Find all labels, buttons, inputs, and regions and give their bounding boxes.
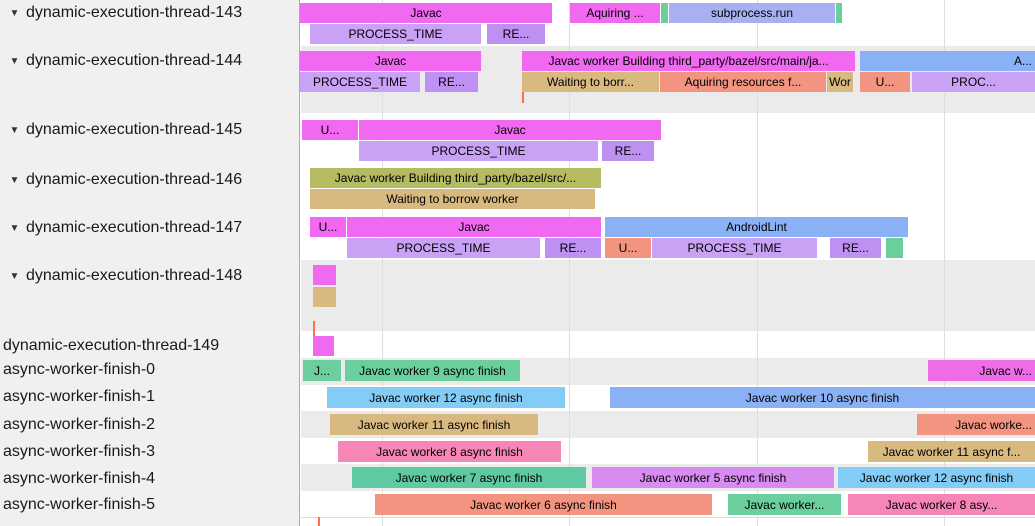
gridline [382, 0, 383, 526]
trace-event[interactable]: PROC... [912, 72, 1035, 92]
trace-event[interactable]: Javac worker 12 async finish [838, 467, 1035, 488]
trace-event[interactable]: Waiting to borr... [522, 72, 659, 92]
track-label: dynamic-execution-thread-149 [3, 337, 220, 354]
trace-event[interactable]: RE... [487, 24, 545, 44]
trace-event[interactable]: PROCESS_TIME [300, 72, 420, 92]
trace-event[interactable]: RE... [830, 238, 881, 258]
trace-event[interactable]: PROCESS_TIME [347, 238, 540, 258]
track-label: dynamic-execution-thread-144 [26, 52, 243, 69]
track-row[interactable]: ▼ dynamic-execution-thread-144 [0, 51, 299, 71]
trace-event[interactable]: Javac worker Building third_party/bazel/… [310, 168, 601, 188]
track-label: dynamic-execution-thread-145 [26, 121, 243, 138]
track-label: dynamic-execution-thread-147 [26, 219, 243, 236]
trace-event[interactable]: Javac worker 9 async finish [345, 360, 520, 381]
track-row[interactable]: dynamic-execution-thread-149 [0, 336, 299, 356]
track-label: async-worker-finish-1 [3, 388, 156, 405]
trace-event[interactable]: Javac worker 8 async finish [338, 441, 561, 462]
trace-event[interactable]: Javac worker 8 asy... [848, 494, 1035, 515]
trace-event[interactable]: Wor [827, 72, 853, 92]
track-row[interactable]: async-worker-finish-2 [0, 415, 299, 435]
trace-event[interactable]: Javac [359, 120, 661, 140]
trace-event[interactable] [313, 287, 336, 307]
trace-event[interactable]: Javac worker 6 async finish [375, 494, 712, 515]
instant-event-tick[interactable] [313, 321, 315, 336]
trace-event[interactable]: Javac w... [928, 360, 1035, 381]
trace-event[interactable]: Javac [347, 217, 601, 237]
trace-event[interactable]: subprocess.run [669, 3, 835, 23]
track-label: async-worker-finish-0 [3, 361, 156, 378]
instant-event-tick[interactable] [318, 517, 320, 526]
track-background [301, 331, 1035, 358]
trace-event[interactable]: Waiting to borrow worker [310, 189, 595, 209]
trace-event[interactable]: Aquiring resources f... [660, 72, 826, 92]
trace-event[interactable]: J... [303, 360, 341, 381]
trace-event[interactable]: Aquiring ... [570, 3, 660, 23]
chevron-down-icon[interactable]: ▼ [9, 174, 20, 186]
track-row[interactable]: async-worker-finish-3 [0, 442, 299, 462]
trace-event[interactable]: Javac worker... [728, 494, 841, 515]
track-label: dynamic-execution-thread-143 [26, 4, 243, 21]
chevron-down-icon[interactable]: ▼ [9, 124, 20, 136]
trace-event[interactable]: RE... [602, 141, 654, 161]
track-sidebar: ▼ dynamic-execution-thread-143 ▼ dynamic-ex… [0, 0, 300, 526]
trace-event[interactable] [313, 265, 336, 285]
trace-event[interactable]: Javac worker 5 async finish [592, 467, 834, 488]
track-row[interactable]: async-worker-finish-0 [0, 360, 299, 380]
track-row[interactable]: async-worker-finish-1 [0, 387, 299, 407]
trace-event[interactable]: U... [860, 72, 910, 92]
track-background [301, 517, 1035, 526]
gridline [569, 0, 570, 526]
trace-event[interactable] [661, 3, 668, 23]
chevron-down-icon[interactable]: ▼ [9, 7, 20, 19]
track-label: dynamic-execution-thread-148 [26, 267, 243, 284]
trace-event[interactable]: Javac worke... [917, 414, 1035, 435]
instant-event-tick[interactable] [522, 92, 524, 103]
timeline-bottom-border [301, 517, 1035, 518]
trace-event[interactable]: U... [302, 120, 358, 140]
track-label: async-worker-finish-3 [3, 443, 156, 460]
chevron-down-icon[interactable]: ▼ [9, 270, 20, 282]
trace-event[interactable]: Javac worker 11 async f... [868, 441, 1035, 462]
trace-event[interactable]: Javac worker Building third_party/bazel/… [522, 51, 855, 71]
chevron-down-icon[interactable]: ▼ [9, 55, 20, 67]
trace-event[interactable]: Javac worker 7 async finish [352, 467, 586, 488]
track-row[interactable]: ▼ dynamic-execution-thread-145 [0, 120, 299, 140]
track-label: dynamic-execution-thread-146 [26, 171, 243, 188]
track-label: async-worker-finish-2 [3, 416, 156, 433]
trace-event[interactable]: U... [605, 238, 651, 258]
track-row[interactable]: ▼ dynamic-execution-thread-143 [0, 3, 299, 23]
trace-event[interactable]: U... [310, 217, 346, 237]
trace-event[interactable]: Javac [300, 3, 552, 23]
trace-event[interactable]: RE... [545, 238, 601, 258]
trace-event[interactable] [886, 238, 903, 258]
trace-event[interactable]: PROCESS_TIME [310, 24, 481, 44]
trace-event[interactable]: PROCESS_TIME [359, 141, 598, 161]
trace-event[interactable]: Javac worker 10 async finish [610, 387, 1035, 408]
chevron-down-icon[interactable]: ▼ [9, 222, 20, 234]
track-row[interactable]: ▼ dynamic-execution-thread-147 [0, 218, 299, 238]
track-label: async-worker-finish-4 [3, 470, 156, 487]
trace-event[interactable]: PROCESS_TIME [652, 238, 817, 258]
trace-event[interactable]: Javac [300, 51, 481, 71]
trace-event[interactable]: A... [860, 51, 1035, 71]
track-background [301, 260, 1035, 331]
track-row[interactable]: ▼ dynamic-execution-thread-148 [0, 266, 299, 286]
track-row[interactable]: async-worker-finish-4 [0, 469, 299, 489]
track-row[interactable]: async-worker-finish-5 [0, 495, 299, 515]
trace-event[interactable] [836, 3, 842, 23]
trace-event[interactable]: Javac worker 11 async finish [330, 414, 538, 435]
gridline [757, 0, 758, 526]
trace-event[interactable] [313, 336, 334, 356]
trace-event[interactable]: AndroidLint [605, 217, 908, 237]
trace-event[interactable]: Javac worker 12 async finish [327, 387, 565, 408]
trace-event[interactable]: RE... [425, 72, 478, 92]
track-row[interactable]: ▼ dynamic-execution-thread-146 [0, 170, 299, 190]
gridline [944, 0, 945, 526]
track-label: async-worker-finish-5 [3, 496, 156, 513]
